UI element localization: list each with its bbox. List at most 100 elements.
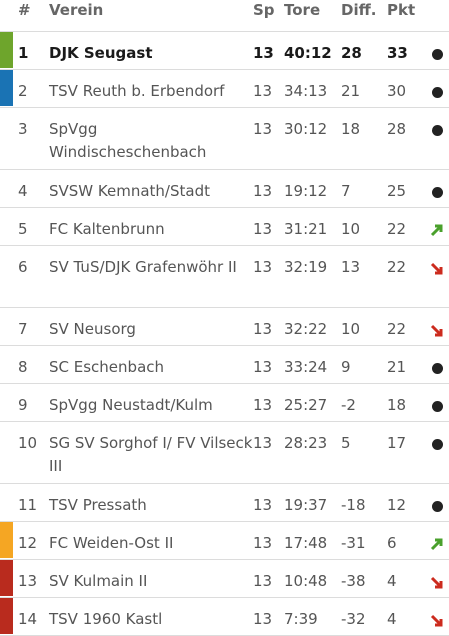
rank-cell: 1 bbox=[13, 31, 49, 70]
header-trend bbox=[426, 0, 449, 32]
points-cell: 25 bbox=[387, 169, 426, 208]
table-row[interactable]: 14 TSV 1960 Kastl 13 7:39 -32 4 bbox=[0, 597, 449, 636]
trend-cell bbox=[426, 383, 449, 422]
diff-cell: 7 bbox=[341, 169, 387, 208]
zone-color-bar bbox=[0, 170, 13, 206]
rank-cell: 14 bbox=[13, 597, 49, 636]
trend-cell bbox=[426, 69, 449, 108]
rank-cell: 6 bbox=[13, 245, 49, 308]
played-cell: 13 bbox=[253, 245, 284, 308]
trend-cell bbox=[426, 597, 449, 636]
header-points: Pkt bbox=[387, 0, 426, 32]
zone-color-bar bbox=[0, 308, 13, 344]
trend-down-icon bbox=[430, 260, 444, 283]
diff-cell: 21 bbox=[341, 69, 387, 108]
diff-cell: 28 bbox=[341, 31, 387, 70]
rank-zone-marker bbox=[0, 559, 13, 598]
team-name: TSV Pressath bbox=[49, 483, 253, 522]
diff-cell: 18 bbox=[341, 107, 387, 170]
header-goals: Tore bbox=[284, 0, 341, 32]
points-cell: 30 bbox=[387, 69, 426, 108]
played-cell: 13 bbox=[253, 31, 284, 70]
rank-zone-marker bbox=[0, 207, 13, 246]
goals-cell: 28:23 bbox=[284, 421, 341, 484]
played-cell: 13 bbox=[253, 483, 284, 522]
team-name: DJK Seugast bbox=[49, 31, 253, 70]
trend-cell bbox=[426, 521, 449, 560]
rank-cell: 2 bbox=[13, 69, 49, 108]
trend-same-icon bbox=[432, 501, 443, 512]
team-name: SV TuS/DJK Grafenwöhr II bbox=[49, 245, 253, 308]
points-cell: 22 bbox=[387, 307, 426, 346]
team-name: SV Kulmain II bbox=[49, 559, 253, 598]
trend-down-icon bbox=[430, 574, 444, 597]
team-name: SpVgg Windischeschenbach bbox=[49, 107, 253, 170]
table-row[interactable]: 6 SV TuS/DJK Grafenwöhr II 13 32:19 13 22 bbox=[0, 245, 449, 308]
table-row[interactable]: 3 SpVgg Windischeschenbach 13 30:12 18 28 bbox=[0, 107, 449, 170]
table-row[interactable]: 8 SC Eschenbach 13 33:24 9 21 bbox=[0, 345, 449, 384]
diff-cell: 5 bbox=[341, 421, 387, 484]
table-row[interactable]: 7 SV Neusorg 13 32:22 10 22 bbox=[0, 307, 449, 346]
zone-color-bar bbox=[0, 422, 13, 482]
table-row[interactable]: 9 SpVgg Neustadt/Kulm 13 25:27 -2 18 bbox=[0, 383, 449, 422]
trend-same-icon bbox=[432, 401, 443, 412]
trend-down-icon bbox=[430, 612, 444, 635]
table-row[interactable]: 2 TSV Reuth b. Erbendorf 13 34:13 21 30 bbox=[0, 69, 449, 108]
zone-color-bar bbox=[0, 32, 13, 68]
rank-zone-marker bbox=[0, 31, 13, 70]
goals-cell: 19:37 bbox=[284, 483, 341, 522]
diff-cell: 10 bbox=[341, 307, 387, 346]
header-rank: # bbox=[13, 0, 49, 32]
rank-zone-marker bbox=[0, 521, 13, 560]
rank-zone-marker bbox=[0, 383, 13, 422]
points-cell: 12 bbox=[387, 483, 426, 522]
team-name: SG SV Sorghof I/ FV Vilseck III bbox=[49, 421, 253, 484]
diff-cell: 13 bbox=[341, 245, 387, 308]
goals-cell: 19:12 bbox=[284, 169, 341, 208]
table-row[interactable]: 12 FC Weiden-Ost II 13 17:48 -31 6 bbox=[0, 521, 449, 560]
trend-cell bbox=[426, 559, 449, 598]
rank-cell: 8 bbox=[13, 345, 49, 384]
diff-cell: -32 bbox=[341, 597, 387, 636]
header-team: Verein bbox=[49, 0, 253, 32]
table-row[interactable]: 1 DJK Seugast 13 40:12 28 33 bbox=[0, 31, 449, 70]
rank-cell: 4 bbox=[13, 169, 49, 208]
table-row[interactable]: 13 SV Kulmain II 13 10:48 -38 4 bbox=[0, 559, 449, 598]
rank-cell: 5 bbox=[13, 207, 49, 246]
team-name: SC Eschenbach bbox=[49, 345, 253, 384]
trend-cell bbox=[426, 345, 449, 384]
goals-cell: 32:22 bbox=[284, 307, 341, 346]
played-cell: 13 bbox=[253, 207, 284, 246]
zone-color-bar bbox=[0, 384, 13, 420]
played-cell: 13 bbox=[253, 597, 284, 636]
points-cell: 33 bbox=[387, 31, 426, 70]
trend-cell bbox=[426, 421, 449, 484]
team-name: FC Weiden-Ost II bbox=[49, 521, 253, 560]
goals-cell: 34:13 bbox=[284, 69, 341, 108]
table-row[interactable]: 11 TSV Pressath 13 19:37 -18 12 bbox=[0, 483, 449, 522]
table-row[interactable]: 10 SG SV Sorghof I/ FV Vilseck III 13 28:23… bbox=[0, 421, 449, 484]
points-cell: 17 bbox=[387, 421, 426, 484]
trend-same-icon bbox=[432, 125, 443, 136]
zone-color-bar bbox=[0, 522, 13, 558]
played-cell: 13 bbox=[253, 107, 284, 170]
zone-color-bar bbox=[0, 484, 13, 520]
points-cell: 4 bbox=[387, 597, 426, 636]
goals-cell: 17:48 bbox=[284, 521, 341, 560]
diff-cell: 10 bbox=[341, 207, 387, 246]
points-cell: 21 bbox=[387, 345, 426, 384]
team-name: SV Neusorg bbox=[49, 307, 253, 346]
played-cell: 13 bbox=[253, 307, 284, 346]
table-row[interactable]: 5 FC Kaltenbrunn 13 31:21 10 22 bbox=[0, 207, 449, 246]
diff-cell: 9 bbox=[341, 345, 387, 384]
rank-cell: 7 bbox=[13, 307, 49, 346]
rank-zone-marker bbox=[0, 483, 13, 522]
goals-cell: 32:19 bbox=[284, 245, 341, 308]
table-row[interactable]: 4 SVSW Kemnath/Stadt 13 19:12 7 25 bbox=[0, 169, 449, 208]
team-name: SVSW Kemnath/Stadt bbox=[49, 169, 253, 208]
diff-cell: -2 bbox=[341, 383, 387, 422]
zone-color-bar bbox=[0, 246, 13, 306]
diff-cell: -31 bbox=[341, 521, 387, 560]
goals-cell: 25:27 bbox=[284, 383, 341, 422]
